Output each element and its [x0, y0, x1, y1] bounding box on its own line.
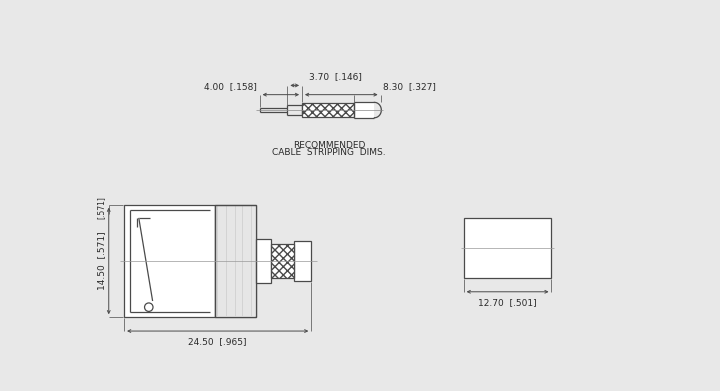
Text: 3.70  [.146]: 3.70 [.146] [309, 73, 361, 82]
Bar [271, 244, 294, 278]
Bar [215, 205, 256, 317]
Text: RECOMMENDED: RECOMMENDED [293, 141, 365, 150]
Bar [354, 102, 374, 118]
Text: 14.50  [.571]: 14.50 [.571] [96, 231, 106, 290]
Bar [294, 241, 311, 281]
Bar [256, 239, 271, 283]
Text: 8.30  [.327]: 8.30 [.327] [383, 83, 436, 91]
Text: 24.50  [.965]: 24.50 [.965] [189, 337, 247, 346]
Circle shape [145, 303, 153, 311]
Bar [124, 205, 215, 317]
Bar [302, 103, 354, 117]
Text: 4.00  [.158]: 4.00 [.158] [204, 83, 257, 91]
Text: CABLE  STRIPPING  DIMS.: CABLE STRIPPING DIMS. [272, 148, 386, 157]
Text: 12.70  [.501]: 12.70 [.501] [478, 298, 537, 307]
Bar [464, 218, 552, 278]
Text: [.571]: [.571] [96, 196, 106, 219]
